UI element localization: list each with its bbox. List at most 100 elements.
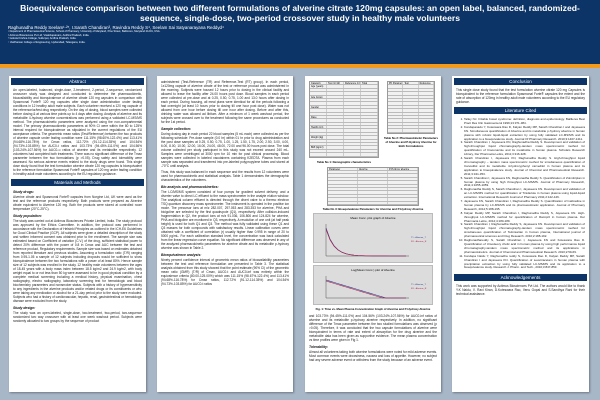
table-row <box>310 109 378 113</box>
table-cell <box>344 119 361 122</box>
table-cell <box>328 177 358 181</box>
table-cell <box>327 88 344 92</box>
table-cell <box>388 109 404 112</box>
row-label <box>310 139 327 143</box>
table-cell <box>327 105 344 109</box>
table-cell <box>361 95 378 98</box>
table-cell <box>328 181 358 184</box>
table-row <box>388 122 434 127</box>
reference-item: Kondapanadu Y, Koteswara Rao D, Kalyan R… <box>464 125 585 142</box>
conclusion-text: This single dose study found that the te… <box>456 88 585 104</box>
table-cell <box>328 201 358 204</box>
table-cell <box>361 149 378 153</box>
column-header: Parameter <box>328 167 358 170</box>
row-label <box>310 88 327 92</box>
table-row <box>388 112 434 116</box>
table-row <box>310 139 378 144</box>
row-label: BMI (kg/m²) <box>310 146 327 149</box>
table3-caption: Table No 3: Bioequivalence Parameters fo… <box>322 206 424 211</box>
row-label <box>310 143 327 146</box>
table-cell <box>344 132 361 136</box>
table-cell <box>327 153 344 156</box>
subheading: Study population: <box>13 214 42 218</box>
table-cell <box>419 109 434 112</box>
table-cell <box>403 112 419 115</box>
affiliation: ⁴ Vardhaman College of Engineering, Hyde… <box>8 40 86 44</box>
row-label <box>310 153 327 156</box>
table-row <box>328 170 418 175</box>
table-row: Gender <box>310 105 378 110</box>
table-cell <box>344 143 361 146</box>
reference-item: Sarath Chandiran I, Jayaveera KN, Raghun… <box>464 156 585 177</box>
table-row <box>388 92 434 96</box>
column-header: Total <box>361 82 378 85</box>
table-cell <box>358 177 388 181</box>
table-cell <box>328 194 358 198</box>
table-row <box>328 194 418 199</box>
table-row <box>310 102 378 106</box>
pk-table: PK Parameter Test Reference <box>387 81 435 134</box>
table-cell <box>419 92 434 95</box>
table-cell <box>388 174 418 177</box>
table-cell <box>388 85 404 88</box>
table-cell <box>344 139 361 143</box>
table-cell <box>327 146 344 149</box>
table-cell <box>403 92 419 95</box>
row-label <box>310 149 327 153</box>
table-cell <box>328 184 358 187</box>
table-cell <box>361 112 378 115</box>
row-label <box>310 129 327 132</box>
sample-text: During dosing day in each period 22 bloo… <box>161 132 289 168</box>
table-cell <box>403 95 419 98</box>
table-row <box>388 126 434 130</box>
table-cell <box>344 95 361 98</box>
table-row <box>310 149 378 154</box>
table-row: Weight (kg) <box>310 136 378 140</box>
table-cell <box>358 184 388 187</box>
table-cell <box>361 129 378 132</box>
table-row <box>388 95 434 99</box>
table-row <box>388 105 434 110</box>
affiliation: ¹ Department of Pharmaceutical Science, … <box>8 30 161 33</box>
table-cell <box>388 181 418 184</box>
methods-heading: Materials and Methods <box>11 179 144 186</box>
table-cell <box>388 191 418 194</box>
table-cell <box>328 191 358 194</box>
reference-item: Sarath Chandiran I, Jayaveera KN, Raghun… <box>464 141 585 157</box>
table-cell <box>388 184 418 187</box>
subheading: Tolerability: <box>309 344 329 349</box>
table-row <box>388 129 434 133</box>
subheading: Bio analysis and pharmacokinetics: <box>161 185 219 189</box>
table-row <box>310 92 378 96</box>
table-row <box>388 115 434 120</box>
table-cell <box>344 146 361 149</box>
table-cell <box>327 115 344 119</box>
column-header: Category <box>310 82 327 85</box>
header-stripe <box>0 64 600 68</box>
acknowledgements-text: This work was supported by Actimus Biosc… <box>456 284 585 297</box>
reference-item: Kondapa Naidu Y, Raghunadha reddy S, Kot… <box>464 254 585 271</box>
table-cell <box>388 95 404 98</box>
table-row: Race <box>310 115 378 120</box>
table-cell <box>327 85 344 88</box>
table-row <box>328 184 418 188</box>
study-drugs-text: Alverine citrate and Spasmonal Forte® ca… <box>13 195 142 211</box>
table-row <box>388 98 434 103</box>
conclusion-heading: Conclusion <box>454 78 587 85</box>
table-cell <box>361 102 378 105</box>
poster-title: Bioequivalence comparison between two di… <box>20 3 580 23</box>
table-cell <box>403 119 419 122</box>
demographics-text: Thus, this study was balanced in each se… <box>161 170 289 182</box>
table-row <box>310 98 378 103</box>
table-cell <box>403 98 419 102</box>
abstract-heading: Abstract <box>11 78 144 85</box>
table-cell <box>344 88 361 92</box>
table-cell <box>361 115 378 119</box>
table-cell <box>344 126 361 129</box>
row-label <box>310 122 327 126</box>
population-text: The study was carried out at Actimus Bio… <box>13 219 142 303</box>
table-cell <box>361 143 378 146</box>
table-cell <box>327 95 344 98</box>
table-cell <box>388 92 404 95</box>
column-4: Conclusion This single dose study found … <box>452 76 589 392</box>
